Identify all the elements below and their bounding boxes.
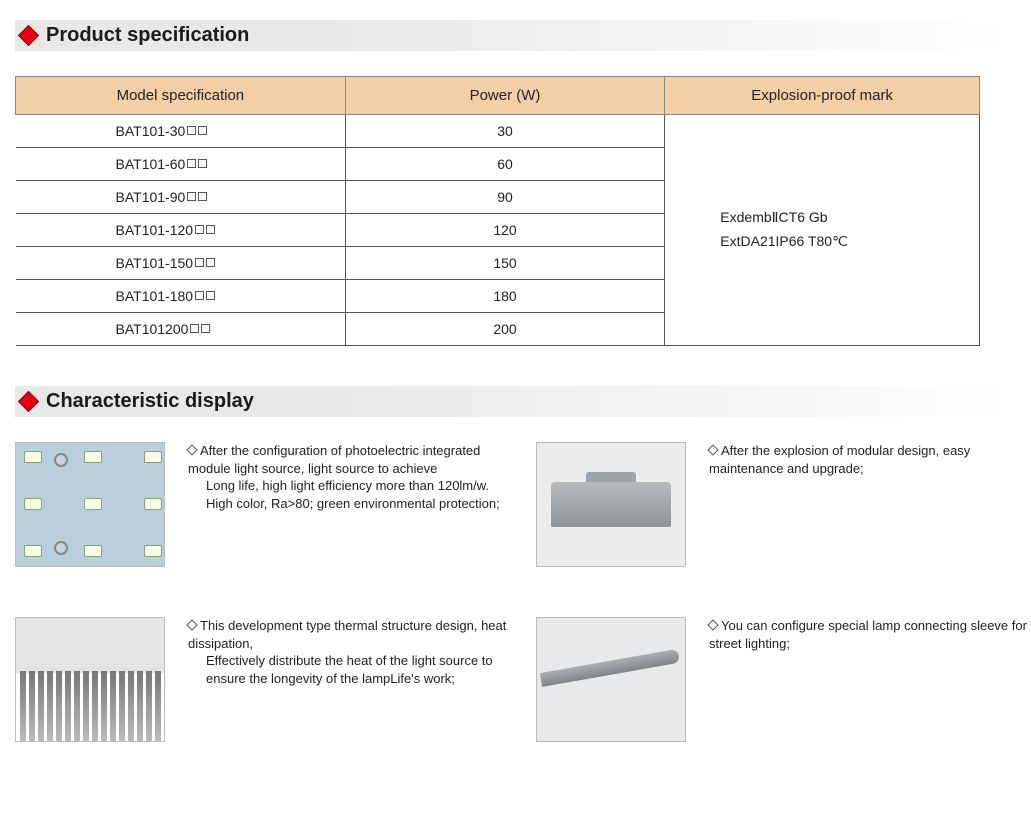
placeholder-box-icon [195, 225, 204, 234]
heatsink-fin-icon [20, 671, 26, 741]
section-title-spec: Product specification [46, 24, 249, 47]
power-cell: 90 [345, 181, 665, 214]
power-cell: 30 [345, 115, 665, 148]
heatsink-fin-icon [92, 671, 98, 741]
bullet-diamond-icon [707, 619, 718, 630]
heatsink-fin-icon [29, 671, 35, 741]
characteristic-text: After the explosion of modular design, e… [709, 442, 1031, 477]
model-cell: BAT101-150 [16, 247, 346, 280]
heatsink-fin-icon [155, 671, 161, 741]
placeholder-box-icon [190, 324, 199, 333]
screw-ring-icon [54, 541, 68, 555]
characteristic-lead: This development type thermal structure … [188, 618, 506, 651]
placeholder-box-icon [187, 159, 196, 168]
placeholder-box-icon [195, 291, 204, 300]
model-cell: BAT101200 [16, 313, 346, 346]
characteristic-image [536, 617, 686, 742]
power-cell: 150 [345, 247, 665, 280]
heatsink-fin-icon [56, 671, 62, 741]
screw-ring-icon [54, 453, 68, 467]
mark-line-1: ExdembⅡCT6 Gb [720, 206, 971, 230]
characteristic-body: Effectively distribute the heat of the l… [188, 652, 518, 687]
mark-line-2: ExtDA21IP66 T80℃ [720, 230, 971, 254]
heatsink-fin-icon [137, 671, 143, 741]
led-chip-icon [144, 498, 162, 510]
diamond-icon [18, 25, 39, 46]
section-title-char: Characteristic display [46, 390, 254, 413]
section-header-spec: Product specification [15, 20, 1016, 51]
power-cell: 120 [345, 214, 665, 247]
lamp-body-icon [551, 482, 671, 527]
col-header-mark: Explosion-proof mark [665, 77, 980, 115]
heatsink-fin-icon [74, 671, 80, 741]
heatsink-fin-icon [65, 671, 71, 741]
placeholder-box-icon [206, 258, 215, 267]
led-chip-icon [144, 451, 162, 463]
heatsink-fin-icon [47, 671, 53, 741]
bullet-diamond-icon [707, 444, 718, 455]
placeholder-box-icon [206, 225, 215, 234]
model-cell: BAT101-120 [16, 214, 346, 247]
placeholder-box-icon [206, 291, 215, 300]
table-row: BAT101-3030ExdembⅡCT6 GbExtDA21IP66 T80℃ [16, 115, 980, 148]
section-header-char: Characteristic display [15, 386, 1016, 417]
spec-table: Model specification Power (W) Explosion-… [15, 76, 980, 346]
street-arm-icon [540, 649, 680, 687]
led-chip-icon [144, 545, 162, 557]
heatsink-fin-icon [119, 671, 125, 741]
characteristic-grid: After the configuration of photoelectric… [15, 442, 1016, 742]
heatsink-fin-icon [110, 671, 116, 741]
placeholder-box-icon [187, 126, 196, 135]
heatsink-fin-icon [101, 671, 107, 741]
characteristic-lead: You can configure special lamp connectin… [709, 618, 1027, 651]
model-cell: BAT101-60 [16, 148, 346, 181]
heatsink-fin-icon [146, 671, 152, 741]
characteristic-image [15, 442, 165, 567]
placeholder-box-icon [198, 192, 207, 201]
characteristic-body: Long life, high light efficiency more th… [188, 477, 518, 512]
diamond-icon [18, 391, 39, 412]
col-header-model: Model specification [16, 77, 346, 115]
bullet-diamond-icon [186, 619, 197, 630]
placeholder-box-icon [201, 324, 210, 333]
characteristic-image [536, 442, 686, 567]
heatsink-fin-icon [128, 671, 134, 741]
characteristic-lead: After the explosion of modular design, e… [709, 443, 970, 476]
explosion-mark-cell: ExdembⅡCT6 GbExtDA21IP66 T80℃ [665, 115, 980, 346]
led-chip-icon [24, 545, 42, 557]
col-header-power: Power (W) [345, 77, 665, 115]
heatsink-fin-icon [83, 671, 89, 741]
power-cell: 180 [345, 280, 665, 313]
characteristic-text: After the configuration of photoelectric… [188, 442, 518, 512]
model-cell: BAT101-90 [16, 181, 346, 214]
placeholder-box-icon [198, 159, 207, 168]
led-chip-icon [84, 498, 102, 510]
table-header-row: Model specification Power (W) Explosion-… [16, 77, 980, 115]
model-cell: BAT101-30 [16, 115, 346, 148]
characteristic-image [15, 617, 165, 742]
power-cell: 200 [345, 313, 665, 346]
led-chip-icon [84, 451, 102, 463]
heatsink-fin-icon [38, 671, 44, 741]
characteristic-text: You can configure special lamp connectin… [709, 617, 1031, 652]
placeholder-box-icon [198, 126, 207, 135]
led-chip-icon [84, 545, 102, 557]
placeholder-box-icon [187, 192, 196, 201]
led-chip-icon [24, 498, 42, 510]
bullet-diamond-icon [186, 444, 197, 455]
power-cell: 60 [345, 148, 665, 181]
led-chip-icon [24, 451, 42, 463]
model-cell: BAT101-180 [16, 280, 346, 313]
characteristic-text: This development type thermal structure … [188, 617, 518, 687]
placeholder-box-icon [195, 258, 204, 267]
characteristic-lead: After the configuration of photoelectric… [188, 443, 480, 476]
